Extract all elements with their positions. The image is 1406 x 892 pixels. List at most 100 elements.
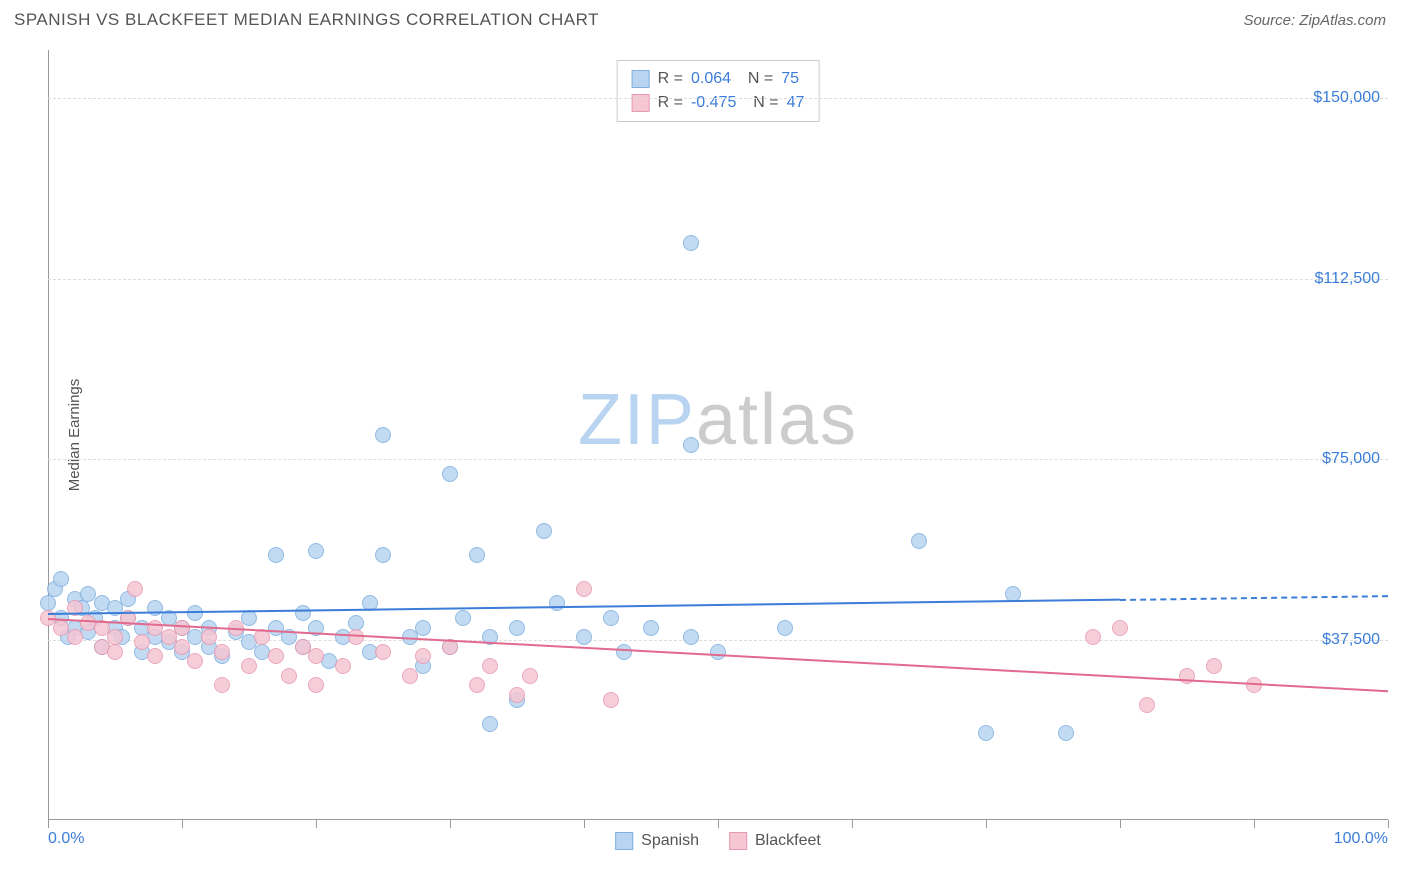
data-point <box>308 543 324 559</box>
data-point <box>335 658 351 674</box>
data-point <box>415 620 431 636</box>
gridline <box>48 459 1388 460</box>
swatch-spanish-icon <box>615 832 633 850</box>
source-attribution: Source: ZipAtlas.com <box>1243 12 1386 29</box>
x-tick-label: 100.0% <box>1334 830 1388 848</box>
data-point <box>308 677 324 693</box>
chart-title: SPANISH VS BLACKFEET MEDIAN EARNINGS COR… <box>14 10 599 30</box>
data-point <box>1206 658 1222 674</box>
header: SPANISH VS BLACKFEET MEDIAN EARNINGS COR… <box>0 0 1406 40</box>
data-point <box>214 677 230 693</box>
legend-item-spanish: Spanish <box>615 832 699 850</box>
data-point <box>576 629 592 645</box>
data-point <box>509 687 525 703</box>
y-axis-line <box>48 50 49 820</box>
data-point <box>549 595 565 611</box>
trend-line <box>48 599 1120 615</box>
series-legend: Spanish Blackfeet <box>615 832 821 850</box>
watermark-atlas: atlas <box>696 380 858 460</box>
legend-row-blackfeet: R = -0.475 N = 47 <box>632 91 805 115</box>
n-value-spanish: 75 <box>781 67 799 91</box>
n-value-blackfeet: 47 <box>787 91 805 115</box>
n-label: N = <box>739 67 773 91</box>
data-point <box>1112 620 1128 636</box>
data-point <box>576 581 592 597</box>
x-tick <box>584 820 585 828</box>
data-point <box>214 644 230 660</box>
data-point <box>522 668 538 684</box>
data-point <box>1058 725 1074 741</box>
watermark: ZIPatlas <box>578 379 858 461</box>
x-tick-label: 0.0% <box>48 830 84 848</box>
data-point <box>147 648 163 664</box>
data-point <box>1139 697 1155 713</box>
watermark-zip: ZIP <box>578 380 696 460</box>
data-point <box>295 605 311 621</box>
x-tick <box>852 820 853 828</box>
n-label: N = <box>744 91 778 115</box>
data-point <box>603 610 619 626</box>
x-tick <box>316 820 317 828</box>
x-tick <box>1254 820 1255 828</box>
data-point <box>469 677 485 693</box>
x-tick <box>48 820 49 828</box>
r-label: R = <box>658 67 683 91</box>
r-label: R = <box>658 91 683 115</box>
x-tick <box>182 820 183 828</box>
data-point <box>201 629 217 645</box>
gridline <box>48 279 1388 280</box>
data-point <box>402 668 418 684</box>
x-tick <box>718 820 719 828</box>
y-tick-label: $150,000 <box>1313 89 1380 107</box>
data-point <box>127 581 143 597</box>
data-point <box>455 610 471 626</box>
data-point <box>616 644 632 660</box>
trend-line <box>1120 595 1388 601</box>
data-point <box>241 658 257 674</box>
legend-label-blackfeet: Blackfeet <box>755 832 821 850</box>
data-point <box>777 620 793 636</box>
x-tick <box>450 820 451 828</box>
r-value-spanish: 0.064 <box>691 67 731 91</box>
y-tick-label: $75,000 <box>1322 450 1380 468</box>
data-point <box>375 427 391 443</box>
data-point <box>375 644 391 660</box>
data-point <box>53 571 69 587</box>
swatch-blackfeet <box>632 94 650 112</box>
correlation-legend: R = 0.064 N = 75 R = -0.475 N = 47 <box>617 60 820 122</box>
data-point <box>442 466 458 482</box>
data-point <box>67 629 83 645</box>
trend-line <box>48 618 1388 692</box>
data-point <box>482 658 498 674</box>
data-point <box>268 648 284 664</box>
data-point <box>174 639 190 655</box>
data-point <box>509 620 525 636</box>
data-point <box>308 648 324 664</box>
data-point <box>187 653 203 669</box>
swatch-spanish <box>632 70 650 88</box>
x-tick <box>1388 820 1389 828</box>
chart-area: Median Earnings ZIPatlas R = 0.064 N = 7… <box>48 50 1388 820</box>
x-tick <box>986 820 987 828</box>
swatch-blackfeet-icon <box>729 832 747 850</box>
gridline <box>48 98 1388 99</box>
data-point <box>1085 629 1101 645</box>
legend-item-blackfeet: Blackfeet <box>729 832 821 850</box>
data-point <box>482 716 498 732</box>
data-point <box>268 547 284 563</box>
data-point <box>710 644 726 660</box>
scatter-plot: ZIPatlas R = 0.064 N = 75 R = -0.475 N =… <box>48 50 1388 820</box>
data-point <box>536 523 552 539</box>
r-value-blackfeet: -0.475 <box>691 91 736 115</box>
data-point <box>469 547 485 563</box>
data-point <box>603 692 619 708</box>
y-tick-label: $37,500 <box>1322 631 1380 649</box>
y-tick-label: $112,500 <box>1314 270 1380 288</box>
data-point <box>683 437 699 453</box>
data-point <box>978 725 994 741</box>
data-point <box>134 634 150 650</box>
x-tick <box>1120 820 1121 828</box>
data-point <box>415 648 431 664</box>
data-point <box>348 629 364 645</box>
data-point <box>281 668 297 684</box>
